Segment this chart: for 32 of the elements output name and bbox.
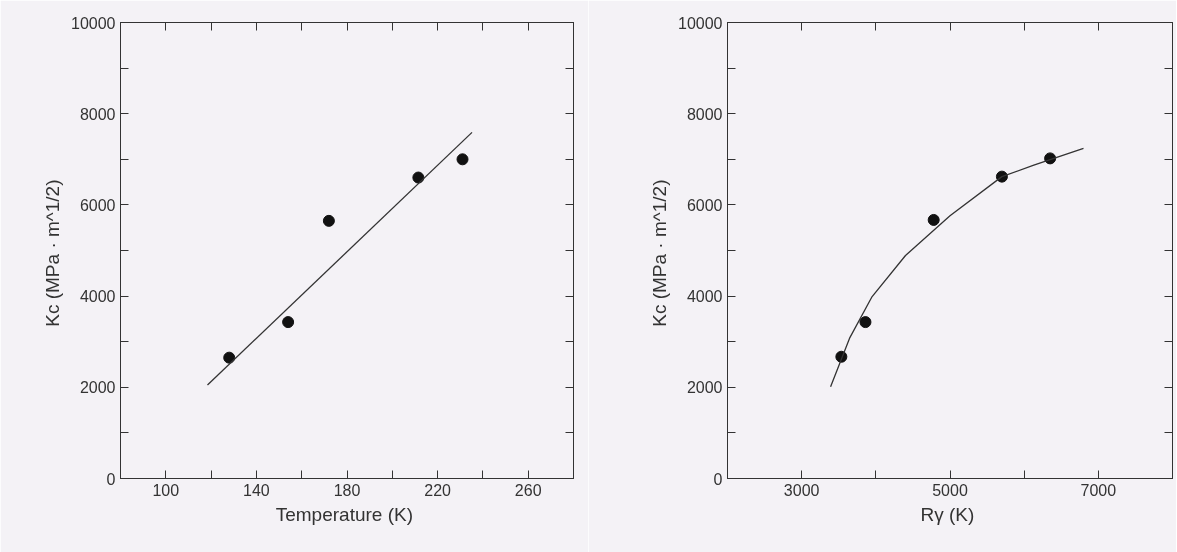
y-tick-label: 2000: [79, 379, 116, 397]
x-axis-title: Temperature (K): [275, 503, 414, 525]
y-tick-label: 8000: [686, 105, 723, 123]
x-tick-label: 220: [424, 481, 452, 499]
point: [322, 214, 335, 227]
y-axis-title: Kc (MPa · m^1/2): [42, 179, 64, 327]
y-tick-label: 6000: [686, 196, 723, 214]
point: [859, 316, 872, 329]
y-tick-label: 2000: [686, 379, 723, 397]
point: [223, 351, 236, 364]
y-tick-label: 4000: [79, 288, 116, 306]
point: [412, 171, 425, 184]
x-tick-label: 260: [514, 481, 542, 499]
y-tick-label: 10000: [71, 14, 116, 32]
y-tick-label: 6000: [79, 196, 116, 214]
point: [456, 153, 469, 166]
x-tick-label: 7000: [1080, 481, 1117, 499]
y-axis-title: Kc (MPa · m^1/2): [649, 179, 671, 327]
y-tick-label: 8000: [79, 105, 116, 123]
x-tick-label: 180: [333, 481, 361, 499]
y-tick-label: 0: [106, 470, 116, 488]
x-tick-label: 3000: [783, 481, 820, 499]
x-axis-title: Rγ (K): [920, 503, 975, 525]
y-tick-label: 10000: [678, 14, 723, 32]
point: [282, 316, 295, 329]
point: [927, 213, 940, 226]
line-series: [829, 147, 1085, 388]
y-tick-label: 0: [713, 470, 723, 488]
y-tick-label: 4000: [686, 288, 723, 306]
x-tick-label: 5000: [932, 481, 968, 499]
x-tick-label: 140: [243, 481, 270, 499]
x-tick-label: 100: [152, 481, 180, 499]
